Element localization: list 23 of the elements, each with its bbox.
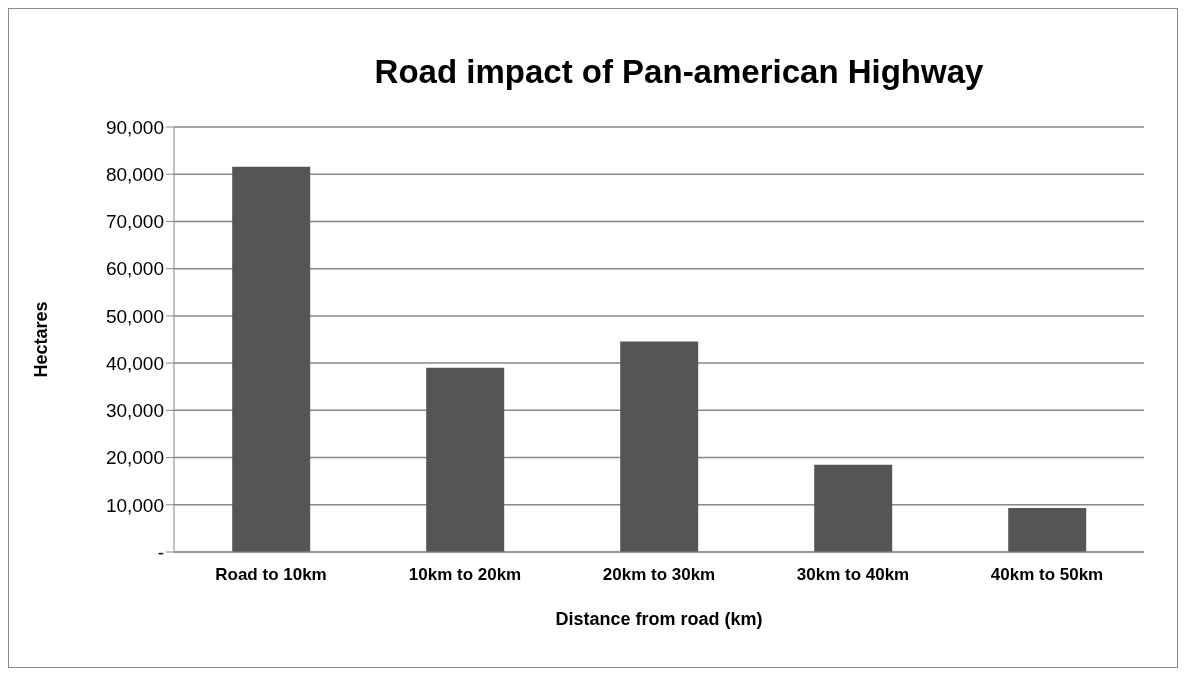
y-tick-label: - [157,541,164,563]
x-tick-label: 30km to 40km [796,565,910,585]
x-tick-label: 20km to 30km [602,565,716,585]
y-tick-label: 90,000 [105,116,164,138]
x-tick-label: 40km to 50km [990,565,1104,585]
y-tick-label: 60,000 [105,258,164,280]
bar [426,367,505,552]
x-axis-title: Distance from road (km) [555,609,763,629]
y-tick-label: 50,000 [105,305,164,327]
y-tick-label: 10,000 [105,494,164,516]
y-tick-label: 20,000 [105,447,164,469]
chart-title: Road impact of Pan-american Highway [373,53,985,91]
bar [620,341,699,552]
y-tick-label: 30,000 [105,400,164,422]
x-tick-label: 10km to 20km [408,565,522,585]
x-tick-label: Road to 10km [215,565,327,585]
y-axis-title: Hectares [31,301,52,378]
bar [814,464,893,552]
bar [232,166,311,552]
y-tick-label: 80,000 [105,163,164,185]
y-tick-label: 40,000 [105,352,164,374]
bar [1008,508,1087,552]
y-tick-label: 70,000 [105,211,164,233]
